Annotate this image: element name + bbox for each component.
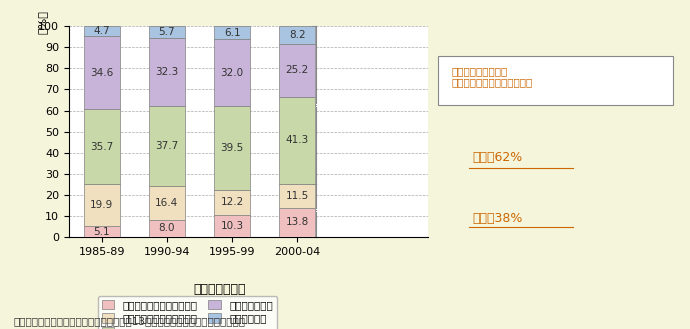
Legend: 就業継続（育児休業利用）, 就業継続（育児休業なし）, 出産退職, 妊娠前から無職, その他・不詳: 就業継続（育児休業利用）, 就業継続（育児休業なし）, 出産退職, 妊娠前から無… [98,296,277,329]
Text: 41.3: 41.3 [286,135,309,145]
Text: 8.0: 8.0 [159,223,175,234]
Bar [149,26,185,38]
Text: 32.3: 32.3 [155,67,179,77]
Text: 35.7: 35.7 [90,142,113,152]
Bar [279,208,315,237]
Text: 10.3: 10.3 [221,221,244,231]
Text: 8.2: 8.2 [289,30,306,40]
Text: 5.1: 5.1 [93,226,110,237]
Text: 25.2: 25.2 [286,65,309,75]
Text: 34.6: 34.6 [90,68,113,78]
Bar [214,215,250,237]
Bar [149,186,185,220]
Text: 4.7: 4.7 [93,26,110,36]
Bar [279,43,315,97]
Text: 13.8: 13.8 [286,217,309,227]
Bar [83,109,119,184]
Bar [83,26,119,36]
Bar [279,26,315,43]
Text: 出産前有職者に係る
第一子出産前後での就業状況: 出産前有職者に係る 第一子出産前後での就業状況 [452,66,533,88]
Bar [149,38,185,106]
Bar [214,39,250,106]
Text: 32.0: 32.0 [221,68,244,78]
Text: 子どもの出生年: 子どもの出生年 [193,283,246,296]
Bar [214,190,250,215]
Text: 6.1: 6.1 [224,28,240,38]
Text: 39.5: 39.5 [221,143,244,153]
Bar [83,226,119,237]
Bar [149,220,185,237]
Text: 11.5: 11.5 [286,191,309,201]
Text: 19.9: 19.9 [90,200,113,210]
Text: 資料：国立社会保障・人口問題研究所「第13回出生動向基本調査（夫婦調査）」: 資料：国立社会保障・人口問題研究所「第13回出生動向基本調査（夫婦調査）」 [14,316,246,326]
Bar [83,184,119,226]
Text: 37.7: 37.7 [155,141,179,151]
Text: 16.4: 16.4 [155,198,179,208]
Bar [149,106,185,186]
Bar [214,26,250,39]
Y-axis label: （%）: （%） [37,10,48,34]
Text: 有職　38%: 有職 38% [473,212,523,225]
Text: 5.7: 5.7 [159,27,175,37]
Text: 無職　62%: 無職 62% [473,151,523,164]
Bar [83,36,119,109]
Text: 12.2: 12.2 [221,197,244,207]
Bar [279,97,315,184]
Bar [214,106,250,190]
Bar [279,184,315,208]
